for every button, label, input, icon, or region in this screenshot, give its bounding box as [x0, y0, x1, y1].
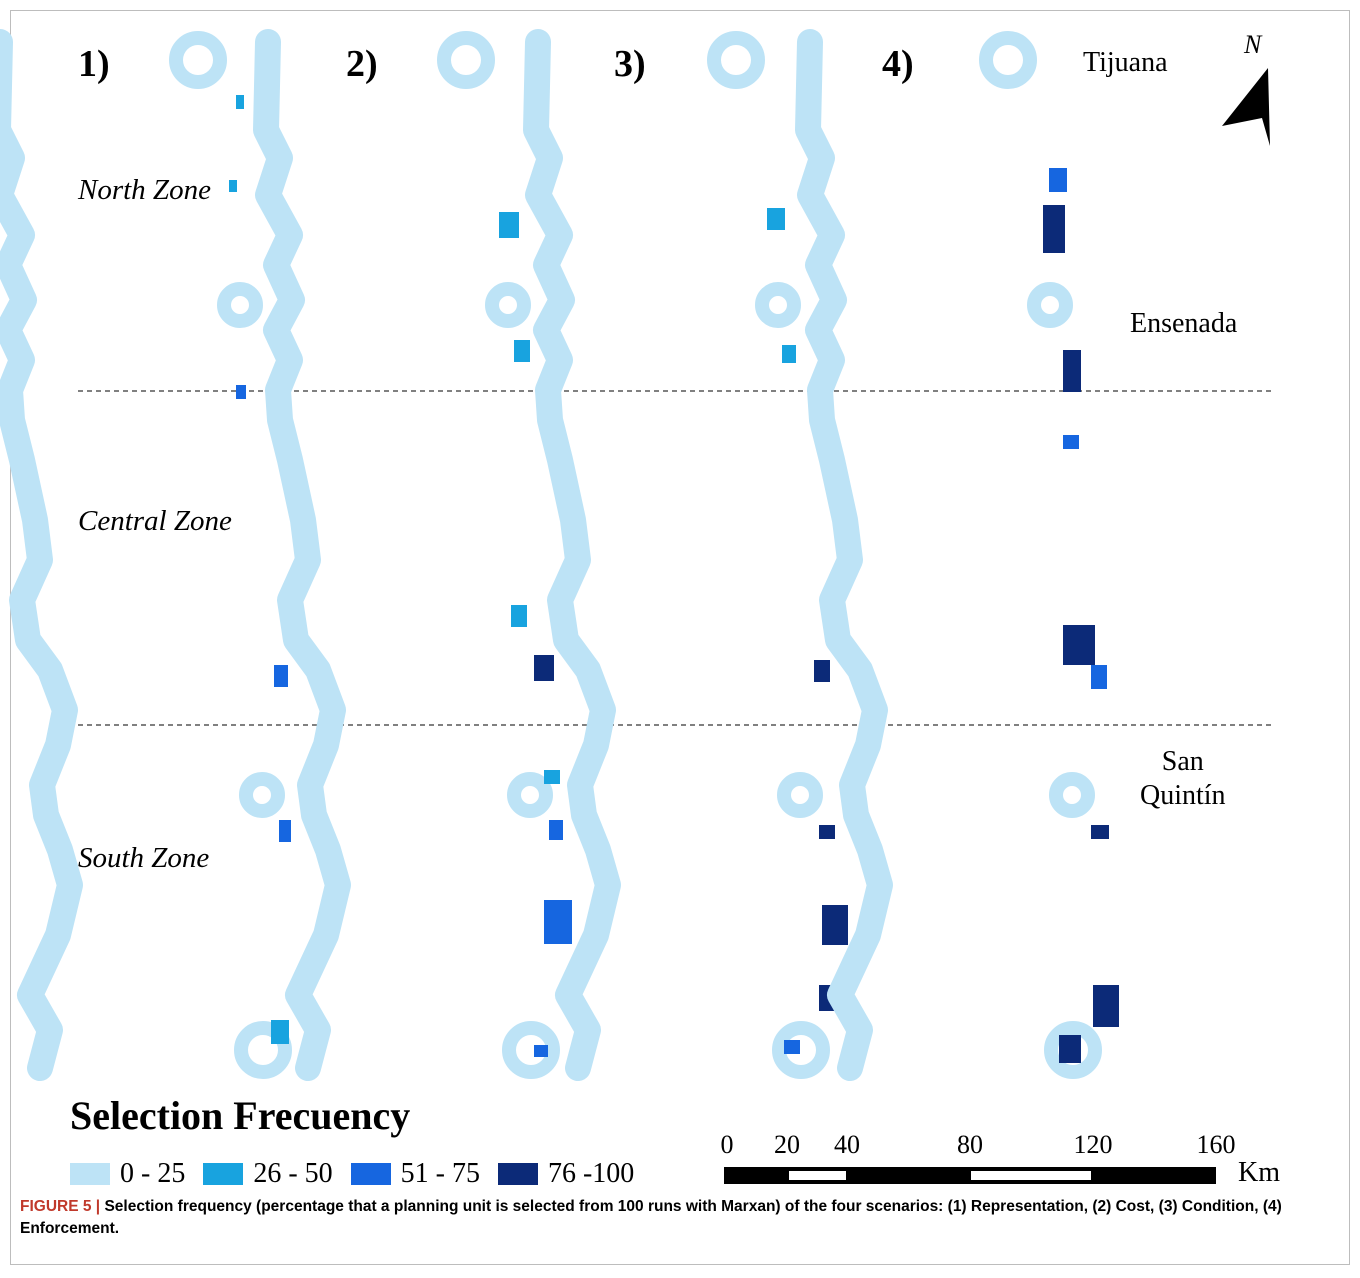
- caption-figure-number: FIGURE 5 |: [20, 1198, 101, 1215]
- bay-outline: [437, 31, 495, 89]
- scenario-label-3: 3): [614, 43, 646, 85]
- selection-patch: [1091, 825, 1109, 839]
- bay-outline: [217, 282, 263, 328]
- coast-strip-3: [523, 29, 848, 1081]
- scale-unit: Km: [1238, 1157, 1280, 1188]
- selection-patch: [1043, 205, 1065, 253]
- bay-outline: [979, 31, 1037, 89]
- bay-outline: [1044, 1021, 1102, 1079]
- selection-patch: [1063, 435, 1079, 449]
- scale-tick-40: 40: [834, 1130, 860, 1159]
- selection-patch: [236, 95, 244, 109]
- legend-swatch: [70, 1163, 110, 1185]
- bay-outline: [1027, 282, 1073, 328]
- zone-label-north: North Zone: [78, 174, 211, 206]
- north-arrow-icon: [1222, 68, 1270, 146]
- selection-patch: [822, 905, 848, 945]
- bay-outline: [507, 772, 553, 818]
- legend-label: 51 - 75: [400, 1158, 480, 1189]
- figure-frame: [10, 10, 1350, 1265]
- scenario-label-4: 4): [882, 43, 914, 85]
- city-label-san-quintin: San Quintín: [1140, 746, 1226, 811]
- selection-patch: [274, 665, 288, 687]
- legend-swatch: [350, 1163, 391, 1185]
- scale-tick-0: 0: [720, 1130, 734, 1159]
- selection-patch: [784, 1040, 800, 1054]
- coast-strip-1: [0, 29, 292, 1081]
- selection-patch: [1093, 985, 1119, 1027]
- selection-patch: [1059, 1035, 1081, 1063]
- selection-patch: [1063, 350, 1081, 392]
- legend-item-26-50: 26 - 50: [203, 1158, 333, 1190]
- selection-patch: [279, 820, 291, 842]
- bay-outline: [755, 282, 801, 328]
- coast-strip-path: [253, 29, 351, 1081]
- scenario-label-2: 2): [346, 43, 378, 85]
- selection-patch: [271, 1020, 289, 1044]
- selection-patch: [782, 345, 796, 363]
- bay-outline: [239, 772, 285, 818]
- selection-patch: [549, 820, 563, 840]
- selection-patch: [814, 660, 830, 682]
- scale-tick-120: 120: [1073, 1130, 1113, 1159]
- bay-outline: [502, 1021, 560, 1079]
- selection-patch: [544, 900, 572, 944]
- bay-outline: [1049, 772, 1095, 818]
- legend-item-51-75: 51 - 75: [350, 1158, 480, 1190]
- scale-tick-20: 20: [774, 1130, 800, 1159]
- legend-swatch: [203, 1163, 244, 1185]
- city-label-ensenada: Ensenada: [1130, 308, 1238, 339]
- coast-strip-path: [795, 29, 893, 1081]
- coast-strip-4: [795, 29, 1119, 1081]
- selection-patch: [534, 655, 554, 681]
- selection-patch: [514, 340, 530, 362]
- bay-outline: [485, 282, 531, 328]
- figure-caption: FIGURE 5 | Selection frequency (percenta…: [20, 1196, 1340, 1240]
- north-label: N: [1244, 30, 1262, 59]
- bay-outline: [234, 1021, 292, 1079]
- bay-outline: [777, 772, 823, 818]
- bay-outline: [169, 31, 227, 89]
- selection-patch: [534, 1045, 548, 1057]
- scale-tick-80: 80: [957, 1130, 983, 1159]
- selection-patch: [1091, 665, 1107, 689]
- legend-swatch: [497, 1163, 538, 1185]
- selection-patch: [229, 180, 237, 192]
- legend-item-0-25: 0 - 25: [70, 1158, 185, 1190]
- bay-outline: [772, 1021, 830, 1079]
- selection-patch: [236, 385, 246, 399]
- legend: 0 - 25 26 - 50 51 - 75 76 -100: [70, 1158, 652, 1190]
- selection-patch: [544, 770, 560, 784]
- legend-label: 0 - 25: [120, 1158, 186, 1189]
- legend-item-76-100: 76 -100: [497, 1158, 635, 1190]
- zone-label-central: Central Zone: [78, 505, 232, 537]
- bay-outline: [707, 31, 765, 89]
- zone-label-south: South Zone: [78, 842, 210, 874]
- selection-patch: [499, 212, 519, 238]
- coast-strip-2: [253, 29, 572, 1081]
- coast-strip-path: [0, 29, 83, 1081]
- legend-label: 26 - 50: [253, 1158, 333, 1189]
- scenario-label-1: 1): [78, 43, 110, 85]
- selection-patch: [1049, 168, 1067, 192]
- selection-patch: [1063, 625, 1095, 665]
- selection-patch: [819, 825, 835, 839]
- coast-strip-path: [523, 29, 621, 1081]
- caption-text: Selection frequency (percentage that a p…: [20, 1198, 1282, 1237]
- legend-label: 76 -100: [547, 1158, 635, 1189]
- selection-patch: [767, 208, 785, 230]
- scale-tick-160: 160: [1196, 1130, 1236, 1159]
- selection-patch: [511, 605, 527, 627]
- city-label-tijuana: Tijuana: [1083, 47, 1168, 78]
- legend-title: Selection Frecuency: [70, 1093, 411, 1138]
